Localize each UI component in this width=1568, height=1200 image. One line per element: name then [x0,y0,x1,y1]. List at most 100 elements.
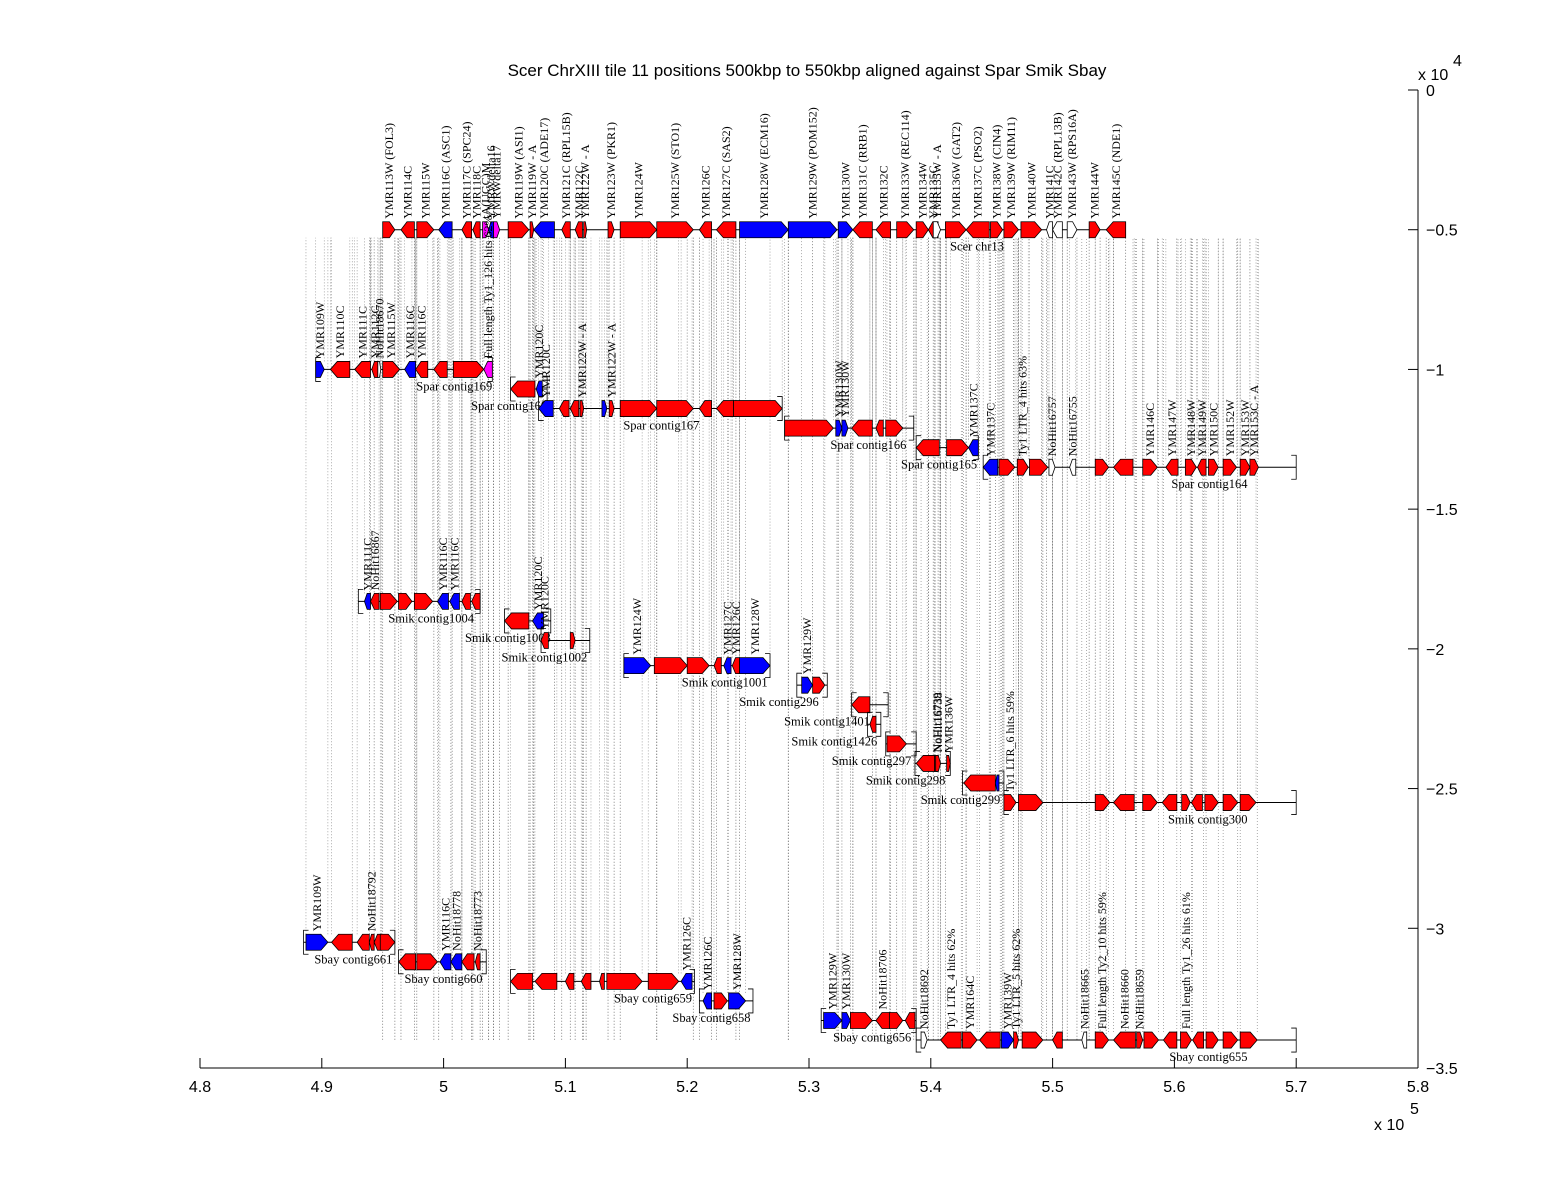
gene-arrow [812,676,826,694]
gene-arrow [968,439,979,457]
gene-arrow [656,221,694,239]
gene-arrow [379,933,396,951]
gene-arrow [1204,794,1219,811]
gene-arrow [837,221,854,239]
gene-label: tA(UGC)M [479,162,493,218]
gene-label: YMR116C [448,537,462,590]
gene-arrow [1222,1031,1239,1049]
contig-start-bracket [962,770,968,796]
y-tick-label: −0.5 [1426,223,1458,240]
gene-arrow [1066,221,1078,239]
contig-end-bracket [911,731,917,757]
gene-arrow [354,361,371,378]
gene-arrow [569,400,580,417]
gene-label: YMR120C [531,557,545,610]
gene-arrow [739,657,771,675]
contig-track: Spar contig164 YMR137C Ty1 LTR_4 hits 63% N… [982,356,1297,491]
contig-end-bracket [908,415,915,441]
gene-arrow [1136,1031,1144,1049]
y-exponent-label: x 10 [1418,67,1448,84]
gene-arrow [398,592,413,610]
gene-label: YMR116C [438,898,452,951]
gene-label: YMR130W [839,161,853,218]
contig-label: Smik contig1001 [682,676,768,690]
gene-arrow [869,715,877,733]
gene-label: NoHit18660 [1117,969,1131,1029]
gene-arrow [932,221,941,239]
contig-end-bracket [1291,1027,1297,1053]
gene-arrow [1021,1031,1044,1049]
gene-arrow [963,774,996,792]
gene-arrow [904,1012,916,1029]
gene-label: YMR140W [1024,161,1038,218]
gene-arrow [739,221,789,239]
gene-label: YMR126C [698,165,712,218]
gene-arrow [450,953,463,971]
contig-track: Spar contig165 YMR137C [901,383,980,471]
gene-arrow [561,221,571,239]
gene-label: YMR164C [963,976,977,1029]
gene-arrow [1013,1031,1019,1049]
gene-arrow [915,755,935,772]
gene-label: YMR124W [630,597,644,654]
contig-label: Spar contig168 [471,399,547,413]
gene-arrow [1239,1031,1258,1049]
contig-start-bracket [915,1027,922,1053]
gene-label: YMR153W [1238,399,1252,456]
gene-arrow [945,221,967,239]
gene-label: YMR131C (RRB1) [856,124,870,218]
gene-label: YMR150C [1206,403,1220,456]
gene-arrow [1018,794,1044,811]
gene-arrow [1020,221,1043,239]
gene-label: YMR119W - A [525,144,539,218]
gene-arrow [493,221,501,239]
contig-label: Smik contig1003 [465,631,551,645]
gene-arrow [415,361,429,378]
gene-arrow [875,419,884,437]
gene-label: Ty1 LTR_4 hits 63% [1016,356,1030,456]
gene-label: YMR116C [403,306,417,359]
gene-label: YMR123W (PKR1) [604,122,618,219]
gene-arrow [461,592,471,610]
gene-arrow [433,361,448,378]
contig-start-bracket [820,1008,827,1033]
gene-arrow [461,953,475,971]
gene-arrow [702,992,712,1010]
gene-arrow [529,221,535,239]
contig-label: Smik contig300 [1168,813,1248,827]
gene-label: NoHit16757 [1045,396,1059,456]
contig-label: Sbay contig660 [404,972,482,986]
gene-arrow [1249,458,1259,476]
gene-label: YMR120C [538,576,552,629]
gene-label: YMR120C (ADE17) [537,118,551,219]
gene-label: YMR129W (POM152) [806,107,820,218]
y-tick-label: −2.5 [1426,782,1458,799]
gene-arrow [329,361,351,378]
gene-label: NoHit18773 [471,891,485,951]
gene-arrow [713,992,728,1010]
gene-label: NoHit18778 [449,891,463,951]
contig-end-bracket [1291,454,1297,480]
gene-label: YMR148W [1184,399,1198,456]
gene-arrow [801,676,814,694]
gene-arrow [503,612,530,630]
gene-arrow [1143,1031,1160,1049]
contig-label: Smik contig1002 [502,650,588,664]
gene-arrow [1048,458,1056,476]
gene-arrow [569,632,576,649]
gene-arrow [851,419,873,437]
gene-arrow [715,400,734,417]
gene-label: YMR129W [826,952,840,1009]
contig-label: Sbay contig656 [833,1030,911,1044]
gene-label: YMR115W [384,302,398,359]
contig-label: Sbay contig661 [314,952,392,966]
gene-arrow [533,221,555,239]
contig-start-bracket [796,672,802,698]
gene-arrow [439,953,452,971]
gene-arrow [686,657,710,675]
gene-label: YMR146C [1143,403,1157,456]
gene-arrow [1105,221,1127,239]
gene-arrow [404,361,416,378]
y-tick-label: −1 [1426,362,1444,379]
gene-arrow [416,221,435,239]
